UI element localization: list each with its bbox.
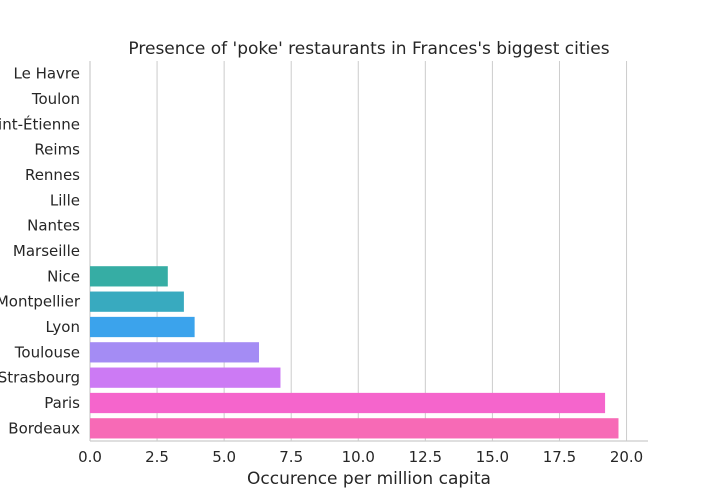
category-label: Reims <box>34 141 80 159</box>
bar <box>90 342 260 363</box>
x-axis-label: Occurence per million capita <box>247 469 491 489</box>
category-label: Marseille <box>13 242 80 260</box>
bar <box>90 266 168 287</box>
x-tick-label: 0.0 <box>78 448 102 466</box>
bar <box>90 291 184 312</box>
category-label: Lille <box>50 191 80 209</box>
x-tick-label: 10.0 <box>342 448 375 466</box>
bar <box>90 392 606 414</box>
category-label: Montpellier <box>0 293 81 311</box>
x-tick-label: 5.0 <box>212 448 236 466</box>
x-tick-label: 20.0 <box>610 448 643 466</box>
bar <box>90 367 281 388</box>
bar <box>90 418 619 439</box>
bars <box>90 266 619 439</box>
bar <box>90 316 195 338</box>
x-tick-label: 17.5 <box>543 448 576 466</box>
x-tick-label: 2.5 <box>145 448 169 466</box>
category-labels: Le Havre Toulon Saint-Étienne Reims Rennes Li… <box>0 65 81 438</box>
x-tick-label: 15.0 <box>476 448 509 466</box>
category-label: Bordeaux <box>8 419 80 437</box>
x-tick-label: 12.5 <box>409 448 442 466</box>
category-label: Saint-Étienne <box>0 114 80 133</box>
category-label: Le Havre <box>13 65 80 83</box>
category-label: Lyon <box>45 318 80 336</box>
category-label: Nantes <box>27 217 80 235</box>
category-label: Paris <box>44 394 80 412</box>
chart-title: Presence of 'poke' restaurants in France… <box>128 39 609 59</box>
category-label: Rennes <box>25 166 80 184</box>
category-label: Toulouse <box>14 343 80 361</box>
grid-lines <box>89 61 648 442</box>
category-label: Nice <box>47 267 80 285</box>
category-label: Toulon <box>31 90 80 108</box>
x-tick-label: 7.5 <box>279 448 303 466</box>
category-label: Strasbourg <box>0 369 80 387</box>
x-tick-labels: 0.0 2.5 5.0 7.5 10.0 12.5 15.0 17.5 20.0 <box>78 448 643 466</box>
